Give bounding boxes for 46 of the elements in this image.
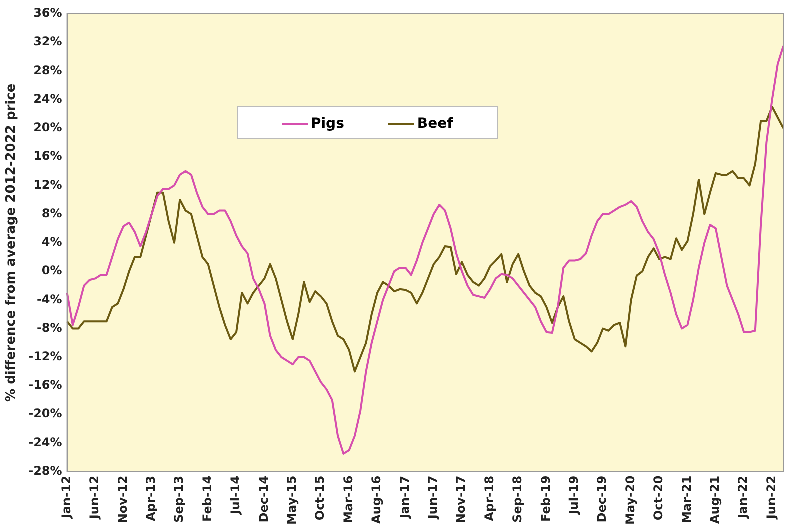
y-tick-label: 28% xyxy=(34,63,62,78)
y-tick-label: 0% xyxy=(42,264,62,278)
x-tick-label: Nov-17 xyxy=(454,476,468,524)
x-tick-label: Jul-14 xyxy=(228,476,243,516)
y-tick-label: -8% xyxy=(36,320,62,335)
x-tick-label: Feb-19 xyxy=(538,476,553,522)
y-tick-label: 20% xyxy=(34,120,62,135)
y-axis-title: % difference from average 2012-2022 price xyxy=(4,84,20,402)
x-tick-label: Sep-18 xyxy=(510,476,525,523)
x-tick-label: Oct-15 xyxy=(313,476,328,521)
x-tick-label: Apr-18 xyxy=(482,476,496,522)
x-tick-label: Jun-17 xyxy=(426,476,440,520)
y-tick-label: -28% xyxy=(28,464,62,478)
y-tick-label: 24% xyxy=(34,92,62,106)
y-tick-label: -24% xyxy=(28,435,62,450)
x-tick-label: Oct-20 xyxy=(652,476,666,521)
y-tick-label: 32% xyxy=(34,34,62,49)
x-tick-label: May-15 xyxy=(285,476,300,525)
x-tick-label: May-20 xyxy=(623,476,638,525)
x-tick-label: Mar-16 xyxy=(341,476,356,524)
y-tick-label: 8% xyxy=(42,206,62,220)
x-tick-label: Dec-14 xyxy=(256,476,271,523)
x-tick-label: Jan-22 xyxy=(736,476,750,520)
legend-label: Pigs xyxy=(311,116,344,132)
x-tick-label: Nov-12 xyxy=(116,476,130,524)
legend-label: Beef xyxy=(417,116,454,132)
x-tick-label: Sep-13 xyxy=(172,476,186,523)
x-tick-label: Dec-19 xyxy=(595,476,610,523)
x-tick-label: Jun-22 xyxy=(764,476,778,520)
x-tick-label: Jul-19 xyxy=(567,476,582,516)
y-tick-label: -16% xyxy=(28,378,62,392)
x-tick-label: Mar-21 xyxy=(680,476,694,524)
y-tick-label: 36% xyxy=(34,6,62,20)
x-tick-label: Feb-14 xyxy=(200,476,214,522)
x-tick-label: Apr-13 xyxy=(144,476,158,522)
y-tick-label: -20% xyxy=(28,406,62,421)
x-tick-label: Jan-12 xyxy=(59,476,74,520)
y-tick-label: -4% xyxy=(36,292,62,306)
y-tick-label: -12% xyxy=(28,349,62,364)
x-tick-label: Aug-16 xyxy=(370,476,384,524)
y-tick-label: 12% xyxy=(34,178,62,192)
y-tick-label: 4% xyxy=(42,235,62,250)
x-tick-label: Jun-12 xyxy=(88,476,102,520)
x-tick-label: Aug-21 xyxy=(708,476,722,524)
y-tick-label: 16% xyxy=(34,149,62,164)
x-tick-label: Jan-17 xyxy=(398,476,412,520)
